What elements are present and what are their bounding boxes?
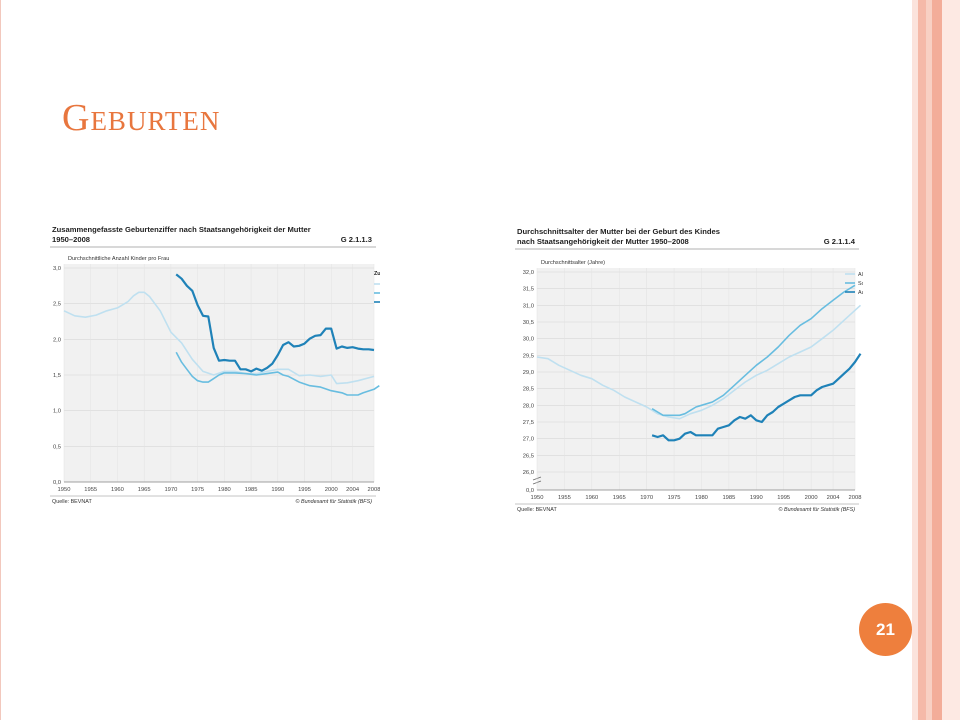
decorative-stripes <box>912 0 960 720</box>
y-tick-label: 27,0 <box>523 437 534 443</box>
x-tick-label: 1990 <box>271 487 284 493</box>
chart-copyright: © Bundesamt für Statistik (BFS) <box>296 498 373 505</box>
decorative-stripe-4 <box>942 0 960 720</box>
legend-title: Zusammengefasste Geburtenziffe <box>374 271 380 277</box>
chart-source: Quelle: BEVNAT <box>52 499 92 505</box>
x-tick-label: 1955 <box>84 487 97 493</box>
x-tick-label: 2004 <box>827 495 841 501</box>
y-tick-label: 28,0 <box>523 403 534 409</box>
y-tick-label: 1,0 <box>53 409 61 415</box>
chart-source: Quelle: BEVNAT <box>517 507 557 513</box>
x-tick-label: 1965 <box>138 487 151 493</box>
chart-title-line: 1950–2008 <box>52 235 90 244</box>
chart-title-line: nach Staatsangehörigkeit der Mutter 1950… <box>517 237 689 246</box>
x-tick-label: 1965 <box>613 495 626 501</box>
series-line-0 <box>536 304 862 420</box>
series-line-1 <box>651 284 856 417</box>
fertility-rate-chart: Zusammengefasste Geburtenziffer nach Sta… <box>50 220 380 524</box>
y-tick-label: 28,5 <box>523 387 534 393</box>
y-tick-label: 1,5 <box>53 373 61 379</box>
x-tick-label: 1975 <box>191 487 204 493</box>
y-tick-label: 2,0 <box>53 337 61 343</box>
x-tick-label: 1985 <box>722 495 735 501</box>
legend-label: Au <box>858 290 863 296</box>
x-tick-label: 1950 <box>531 495 544 501</box>
chart-code: G 2.1.1.4 <box>824 237 856 246</box>
x-tick-label: 1980 <box>218 487 231 493</box>
series-line-0 <box>63 291 375 385</box>
decorative-stripe-3 <box>932 0 942 720</box>
y-tick-label: 30,5 <box>523 320 534 326</box>
y-tick-label: 29,0 <box>523 370 534 376</box>
y-axis-label: Durchschnittliche Anzahl Kinder pro Frau <box>68 256 169 262</box>
x-tick-label: 2000 <box>325 487 338 493</box>
x-tick-label: 1970 <box>640 495 653 501</box>
x-tick-label: 2008 <box>368 487 380 493</box>
x-tick-label: 2000 <box>805 495 818 501</box>
plot-background <box>537 268 855 490</box>
decorative-stripe-0 <box>912 0 918 720</box>
y-tick-label: 31,5 <box>523 287 534 293</box>
y-tick-label: 26,5 <box>523 453 534 459</box>
x-tick-label: 1985 <box>245 487 258 493</box>
x-tick-label: 1960 <box>585 495 598 501</box>
y-tick-label: 3,0 <box>53 266 61 272</box>
decorative-stripe-2 <box>926 0 932 720</box>
x-tick-label: 1960 <box>111 487 124 493</box>
series-line-2 <box>175 273 375 373</box>
y-tick-label: 30,0 <box>523 337 534 343</box>
x-tick-label: 1950 <box>58 487 71 493</box>
mother-age-chart: Durchschnittsalter der Mutter bei der Ge… <box>515 224 863 531</box>
x-tick-label: 1970 <box>164 487 177 493</box>
page-number-badge: 21 <box>859 603 912 656</box>
x-tick-label: 2004 <box>346 487 360 493</box>
y-tick-label: 32,0 <box>523 270 534 276</box>
chart-title-line: Durchschnittsalter der Mutter bei der Ge… <box>517 227 720 236</box>
legend-label: Sc <box>858 281 863 287</box>
x-tick-label: 2008 <box>849 495 862 501</box>
y-tick-label-zero: 0,0 <box>526 488 534 494</box>
x-tick-label: 1955 <box>558 495 571 501</box>
chart-code: G 2.1.1.3 <box>341 235 372 244</box>
x-tick-label: 1975 <box>668 495 681 501</box>
y-tick-label: 27,5 <box>523 420 534 426</box>
decorative-stripe-1 <box>918 0 926 720</box>
y-tick-label: 0,5 <box>53 444 61 450</box>
y-tick-label: 26,0 <box>523 470 534 476</box>
slide-title: Geburten <box>62 97 221 139</box>
x-tick-label: 1995 <box>777 495 790 501</box>
x-tick-label: 1980 <box>695 495 708 501</box>
x-tick-label: 1995 <box>298 487 311 493</box>
y-axis-label: Durchschnittsalter (Jahre) <box>541 260 605 266</box>
y-tick-label: 2,5 <box>53 302 61 308</box>
y-tick-label: 0,0 <box>53 480 61 486</box>
series-line-1 <box>175 351 380 396</box>
chart-title-line: Zusammengefasste Geburtenziffer nach Sta… <box>52 225 311 234</box>
chart-copyright: © Bundesamt für Statistik (BFS) <box>779 506 856 513</box>
y-tick-label: 29,5 <box>523 353 534 359</box>
series-line-2 <box>651 353 862 442</box>
x-tick-label: 1990 <box>750 495 763 501</box>
y-tick-label: 31,0 <box>523 303 534 309</box>
slide-left-border <box>0 0 1 720</box>
legend-label: Al <box>858 272 863 278</box>
